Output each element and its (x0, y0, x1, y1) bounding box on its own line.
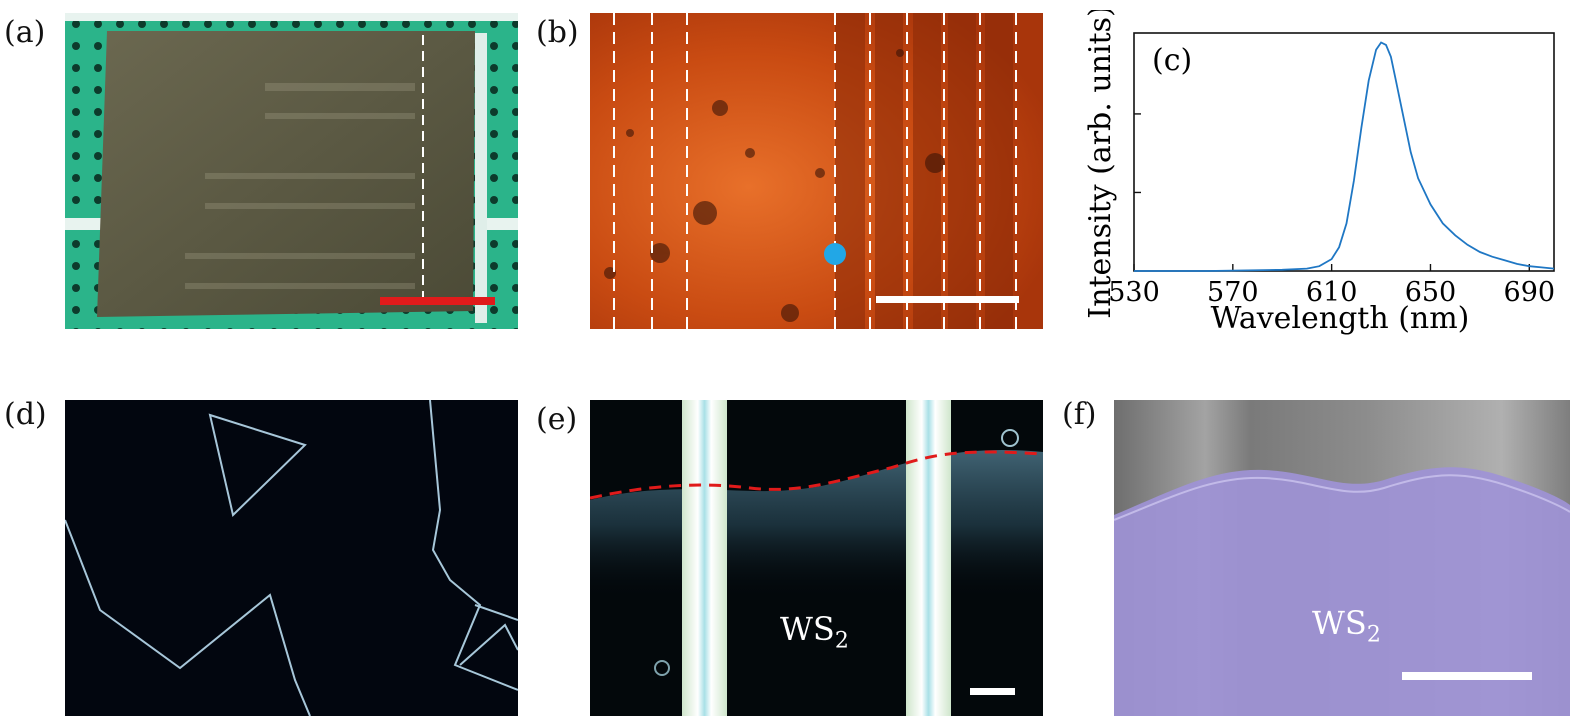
x-axis-title: Wavelength (nm) (1211, 301, 1470, 336)
darkfield-image-e (590, 400, 1043, 716)
darkfield-image-d (65, 400, 518, 716)
optical-image-b (590, 13, 1043, 329)
scale-bar-a (380, 297, 495, 305)
panel-label-f: (f) (1062, 397, 1097, 432)
material-label-e: WS2 (780, 610, 849, 653)
x-tick-label: 530 (1108, 277, 1160, 308)
photo-substrate (65, 13, 518, 329)
plot-frame (1133, 32, 1555, 272)
material-label-e-text: WS (780, 610, 835, 648)
x-tick-label: 570 (1207, 277, 1259, 308)
material-label-e-sub: 2 (834, 628, 849, 654)
sem-image-f (1114, 400, 1570, 716)
x-tick-label: 610 (1306, 277, 1358, 308)
material-label-f-sub: 2 (1366, 622, 1381, 648)
material-label-f-text: WS (1312, 604, 1367, 642)
scale-bar-f (1402, 672, 1532, 680)
panel-label-b: (b) (536, 15, 579, 50)
y-axis-title: Intensity (arb. units) (1083, 10, 1118, 319)
panel-label-c: (c) (1152, 43, 1192, 78)
panel-label-e: (e) (536, 402, 578, 437)
scale-bar-b (876, 296, 1019, 303)
pl-spectrum-chart: (c) 530 570 610 650 690 Wavelength (nm) Inte… (1070, 10, 1570, 340)
spectrum-series-line (1134, 41, 1555, 272)
x-tick-label: 650 (1405, 277, 1457, 308)
material-label-f: WS2 (1312, 604, 1381, 647)
panel-label-d: (d) (4, 397, 47, 432)
panel-label-a: (a) (4, 15, 46, 50)
scale-bar-e (970, 688, 1015, 695)
x-tick-label: 690 (1504, 277, 1556, 308)
measurement-spot-b (824, 243, 846, 265)
